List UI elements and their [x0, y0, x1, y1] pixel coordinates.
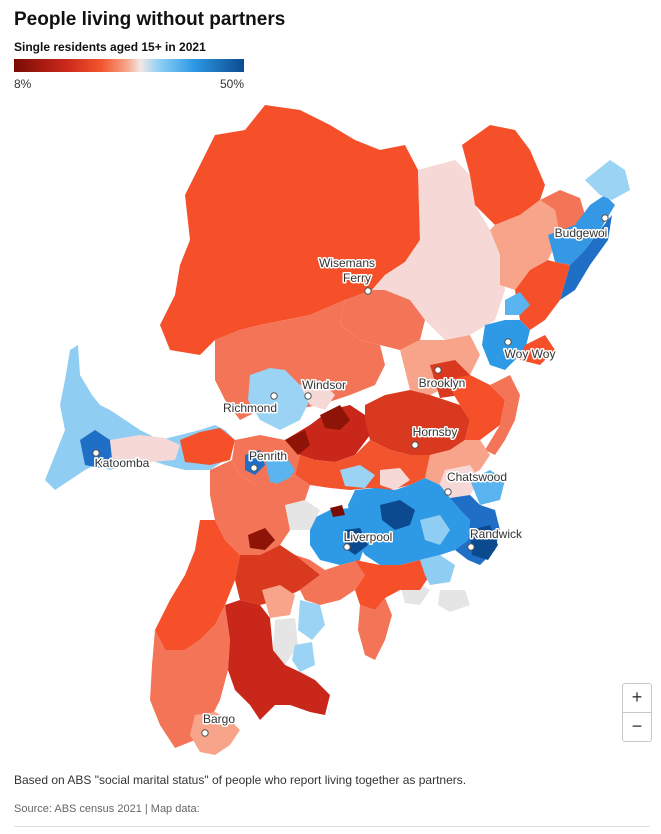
marker-liverpool: [343, 543, 351, 551]
region-liverpool-dark: [345, 528, 368, 555]
region-windsor-light: [300, 380, 335, 410]
region-sw-orange: [210, 460, 310, 555]
marker-brooklyn: [434, 366, 442, 374]
region-wentworth: [180, 428, 235, 465]
legend-color-bar: [14, 59, 244, 72]
place-markers: [92, 214, 609, 737]
marker-richmond: [270, 392, 278, 400]
region-coast-lightblue: [585, 160, 630, 200]
legend-max-label: 50%: [219, 77, 244, 91]
region-hills-north: [340, 290, 425, 350]
region-grey-coast: [438, 590, 470, 612]
map-title: People living without partners: [14, 9, 286, 30]
zoom-in-button[interactable]: +: [622, 683, 652, 713]
region-central-coast-b: [540, 190, 585, 235]
region-liverpool-dot: [330, 505, 345, 517]
region-sutherland-lb: [420, 555, 455, 585]
region-wollondilly: [225, 600, 330, 720]
region-hawkesbury: [160, 105, 420, 355]
region-richmond-blue: [248, 368, 310, 430]
region-grey-campbelltown: [273, 618, 298, 665]
region-hornsby-b: [445, 375, 505, 440]
region-north-coast: [485, 375, 520, 455]
label-bargo: Bargo: [203, 712, 235, 726]
map-regions: [45, 105, 630, 755]
region-katoomba: [80, 430, 112, 468]
label-penrith: Penrith: [249, 449, 287, 463]
map-subtitle: Single residents aged 15+ in 2021: [14, 40, 206, 54]
region-inner-west-light: [420, 515, 450, 545]
region-blue-mountains-east: [110, 435, 180, 462]
marker-katoomba: [92, 449, 100, 457]
region-hornsby: [365, 390, 470, 455]
region-parramatta-pink: [380, 468, 410, 490]
region-bargo: [190, 712, 240, 755]
label-budgewoi: Budgewoi: [555, 226, 608, 240]
region-hills-dark2: [285, 430, 310, 455]
region-parramatta-blue: [340, 465, 375, 488]
region-grey-west: [285, 500, 320, 530]
label-brooklyn: Brooklyn: [419, 376, 466, 390]
label-chatswood: Chatswood: [447, 470, 507, 484]
footer-divider: [14, 826, 650, 827]
label-wisemans: Wisemans: [319, 256, 375, 270]
region-chatswood: [425, 440, 490, 485]
region-campbelltown: [295, 555, 365, 605]
region-penrith-lb: [265, 455, 295, 485]
zoom-out-button[interactable]: −: [622, 712, 652, 742]
marker-hornsby: [411, 441, 419, 449]
region-sw-darkred: [248, 528, 275, 550]
marker-chatswood: [444, 488, 452, 496]
marker-penrith: [250, 464, 258, 472]
region-hills-darker: [320, 405, 350, 430]
marker-bargo: [201, 729, 209, 737]
region-camden-light: [262, 585, 295, 618]
region-central-coast-a: [490, 200, 560, 290]
region-heathcote: [358, 598, 392, 660]
marker-woy-woy: [504, 338, 512, 346]
footnote: Based on ABS "social marital status" of …: [14, 773, 467, 787]
label-hornsby: Hornsby: [413, 425, 458, 439]
region-woy-woy-b: [505, 292, 530, 315]
region-campbelltown-blue: [298, 600, 325, 640]
region-penrith-blue: [245, 450, 265, 475]
label-woy-woy: Woy Woy: [505, 347, 556, 361]
source-line: Source: ABS census 2021 | Map data:: [14, 803, 200, 815]
label-randwick: Randwick: [470, 527, 523, 541]
label-ferry: Ferry: [343, 271, 371, 285]
label-richmond: Richmond: [223, 401, 277, 415]
region-inner-west-dark: [380, 500, 415, 530]
region-bargo-west: [150, 605, 230, 748]
legend-min-label: 8%: [14, 77, 32, 91]
marker-wisemans-ferry: [364, 287, 372, 295]
region-campbelltown-blue2: [292, 642, 315, 672]
region-coast-strip: [560, 215, 612, 300]
region-north-shore-blue: [470, 470, 505, 505]
region-randwick: [470, 525, 498, 560]
label-katoomba: Katoomba: [95, 456, 150, 470]
place-labels: Wisemans Ferry Budgewoi Woy Woy Windsor …: [93, 225, 609, 728]
region-patonga: [520, 335, 555, 365]
marker-randwick: [467, 543, 475, 551]
marker-windsor: [304, 392, 312, 400]
region-budgewoi-blue: [548, 195, 615, 265]
marker-budgewoi: [601, 214, 609, 222]
region-central-north: [372, 160, 505, 340]
label-liverpool: Liverpool: [344, 530, 393, 544]
region-camden: [235, 545, 320, 605]
label-windsor: Windsor: [302, 378, 346, 392]
region-terrigal: [515, 260, 570, 330]
region-sutherland: [355, 560, 430, 610]
region-north-east: [462, 125, 545, 225]
